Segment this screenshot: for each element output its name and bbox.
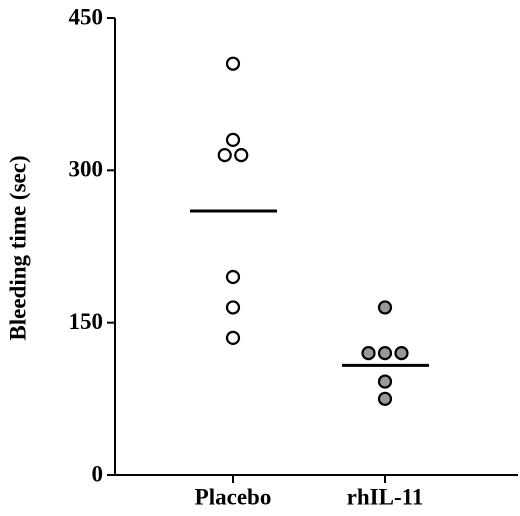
x-tick-label: Placebo — [195, 484, 272, 509]
data-point — [234, 148, 249, 163]
y-tick-label: 300 — [69, 157, 104, 182]
data-point — [225, 269, 241, 285]
data-point — [377, 391, 393, 406]
data-point — [225, 330, 241, 345]
data-point — [394, 346, 409, 361]
data-point — [225, 132, 241, 147]
data-point — [377, 346, 393, 361]
data-point — [225, 56, 241, 71]
x-tick-label: rhIL-11 — [347, 484, 424, 509]
data-point — [361, 346, 376, 361]
y-tick-label: 450 — [69, 4, 104, 29]
y-tick-label: 0 — [92, 461, 104, 486]
data-point — [377, 300, 393, 315]
y-axis-label: Bleeding time (sec) — [5, 155, 30, 340]
data-point — [225, 300, 241, 315]
y-tick-label: 150 — [69, 309, 104, 334]
data-point — [217, 148, 232, 163]
data-point — [377, 374, 393, 389]
